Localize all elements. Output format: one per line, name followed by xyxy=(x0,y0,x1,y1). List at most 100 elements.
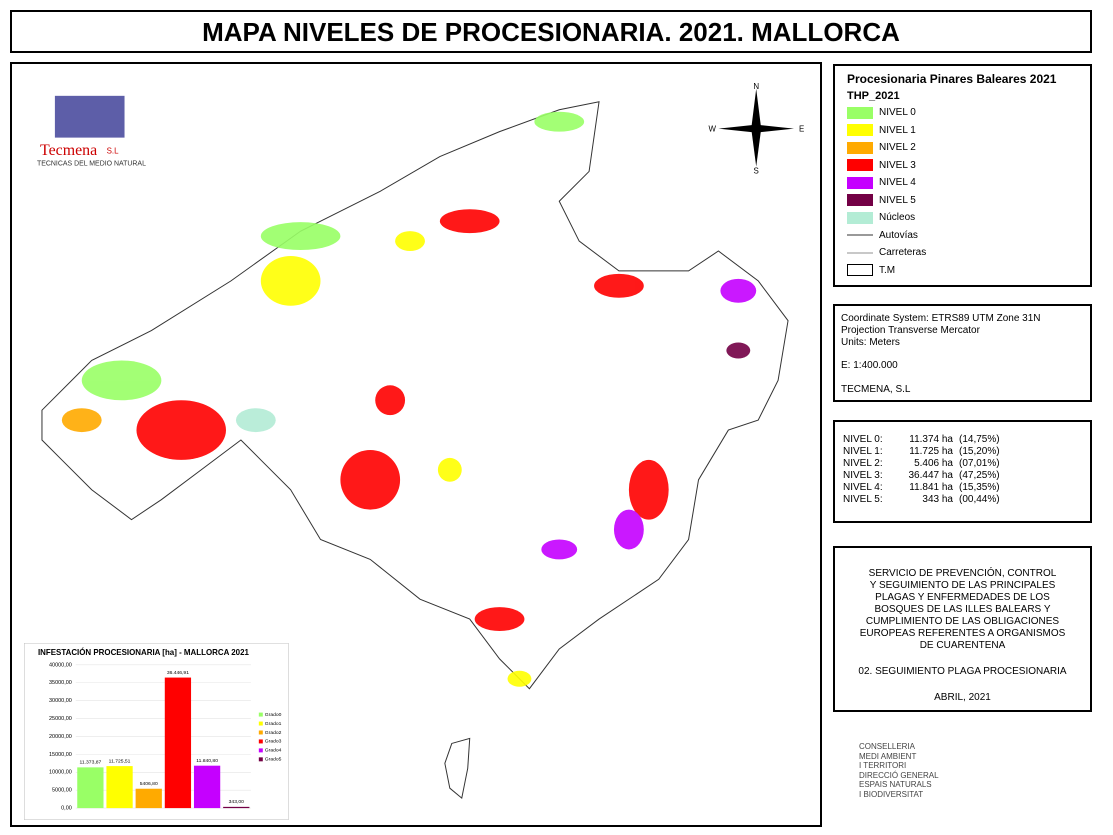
stat-row: NIVEL 3: 36.447 ha (47,25%) xyxy=(843,470,1082,482)
stat-level: NIVEL 3: xyxy=(843,470,883,481)
agency-line: DIRECCIÓ GENERAL xyxy=(859,770,939,780)
compass-s: S xyxy=(754,167,759,176)
legend-swatch xyxy=(847,176,873,189)
stat-area: 343 ha xyxy=(922,494,953,505)
stat-level: NIVEL 2: xyxy=(843,458,883,469)
stat-level: NIVEL 0: xyxy=(843,434,883,445)
stat-row: NIVEL 0: 11.374 ha (14,75%) xyxy=(843,434,1082,446)
info-line: E: 1:400.000 xyxy=(841,360,898,371)
legend-swatch xyxy=(258,748,263,753)
legend-swatch xyxy=(258,757,263,762)
island xyxy=(41,101,789,800)
legend-swatch xyxy=(847,124,873,137)
map-frame: Tecmena S.L TECNICAS DEL MEDIO NATURAL N… xyxy=(10,62,822,827)
cabrera-islet xyxy=(444,737,471,800)
stats-panel: NIVEL 0: 11.374 ha (14,75%) NIVEL 1: 11.725 … xyxy=(833,420,1092,523)
bar xyxy=(193,765,221,809)
logo-mark xyxy=(54,95,125,138)
service-date: ABRIL, 2021 xyxy=(934,692,991,703)
legend-item: NIVEL 3 xyxy=(847,157,1090,175)
value-label: 36.446,91 xyxy=(167,670,189,676)
legend-swatch xyxy=(847,234,873,237)
legend-swatch xyxy=(847,251,873,254)
y-tick-label: 30000,00 xyxy=(49,698,72,704)
compass-n: N xyxy=(753,82,759,91)
compass: N S E W xyxy=(708,82,804,176)
agency-logo: CONSELLERIA MEDI AMBIENT I TERRITORI DIRECC… xyxy=(845,742,939,799)
logo-suffix: S.L xyxy=(107,147,119,156)
agency-line: MEDI AMBIENT xyxy=(859,751,917,761)
stat-row: NIVEL 1: 11.725 ha (15,20%) xyxy=(843,446,1082,458)
legend-swatch xyxy=(847,106,873,119)
y-tick-label: 25000,00 xyxy=(49,716,72,722)
service-subtitle: 02. SEGUIMIENTO PLAGA PROCESIONARIA xyxy=(858,666,1067,677)
legend-label: Núcleos xyxy=(879,212,916,224)
service-line: SERVICIO DE PREVENCIÓN, CONTROL xyxy=(868,568,1057,579)
info-line: TECMENA, S.L xyxy=(841,384,911,395)
legend-label: Grado4 xyxy=(265,748,282,754)
stat-pct: (15,20%) xyxy=(959,446,1000,457)
legend-item: NIVEL 4 xyxy=(847,174,1090,192)
y-tick-label: 15000,00 xyxy=(49,752,72,758)
legend-label: NIVEL 4 xyxy=(879,177,916,189)
stat-level: NIVEL 5: xyxy=(843,494,883,505)
service-line: Y SEGUIMIENTO DE LAS PRINCIPALES xyxy=(869,580,1056,591)
bar xyxy=(77,767,104,809)
legend-label: Autovías xyxy=(879,229,918,241)
inset-chart: INFESTACIÓN PROCESIONARIA [ha] - MALLORC… xyxy=(24,642,289,821)
stat-area: 5.406 ha xyxy=(914,458,953,469)
legend-label: Grado1 xyxy=(265,721,282,727)
bar xyxy=(135,788,162,809)
infestation-patches xyxy=(61,111,757,687)
legend-label: Grado3 xyxy=(265,739,282,745)
legend-item: NIVEL 1 xyxy=(847,122,1090,140)
y-tick-label: 35000,00 xyxy=(49,680,72,686)
legend-item: T.M xyxy=(847,262,1090,280)
stat-pct: (47,25%) xyxy=(959,470,1000,481)
legend-label: Grado0 xyxy=(265,712,282,718)
y-tick-label: 5000,00 xyxy=(52,788,72,794)
info-line: Projection Transverse Mercator xyxy=(841,325,980,336)
legend-label: NIVEL 1 xyxy=(879,124,916,136)
legend-swatch xyxy=(847,264,873,277)
legend-label: NIVEL 3 xyxy=(879,159,916,171)
stat-pct: (14,75%) xyxy=(959,434,1000,445)
legend-items: NIVEL 0 NIVEL 1 NIVEL 2 NIVEL 3 NIVEL 4 NIVEL… xyxy=(835,104,1090,279)
legend-item: Núcleos xyxy=(847,209,1090,227)
logo-name: Tecmena xyxy=(40,142,97,159)
service-line: PLAGAS Y ENFERMEDADES DE LOS xyxy=(875,592,1050,603)
legend-label: NIVEL 5 xyxy=(879,194,916,206)
value-label: 343,00 xyxy=(229,799,244,805)
service-line: EUROPEAS REFERENTES A ORGANISMOS xyxy=(859,628,1066,639)
stat-pct: (07,01%) xyxy=(959,458,1000,469)
value-label: 11.373,87 xyxy=(80,760,102,766)
legend-swatch xyxy=(258,721,263,726)
legend-label: NIVEL 0 xyxy=(879,107,916,119)
stat-level: NIVEL 4: xyxy=(843,482,883,493)
stat-area: 11.841 ha xyxy=(909,482,953,493)
info-panel: Coordinate System: ETRS89 UTM Zone 31N Pr… xyxy=(833,304,1092,402)
y-tick-label: 20000,00 xyxy=(49,734,72,740)
logo: Tecmena S.L TECNICAS DEL MEDIO NATURAL xyxy=(37,95,146,167)
stat-row: NIVEL 2: 5.406 ha (07,01%) xyxy=(843,458,1082,470)
service-line: CUMPLIMIENTO DE LAS OBLIGACIONES xyxy=(865,616,1060,627)
chart-title: INFESTACIÓN PROCESIONARIA [ha] - MALLORC… xyxy=(38,648,250,657)
service-line: BOSQUES DE LAS ILLES BALEARS Y xyxy=(874,604,1051,615)
agency-line: I TERRITORI xyxy=(859,761,907,770)
value-label: 11.725,51 xyxy=(109,758,131,764)
legend-item: NIVEL 5 xyxy=(847,192,1090,210)
stat-pct: (00,44%) xyxy=(959,494,1000,505)
agency-line: I BIODIVERSITAT xyxy=(859,789,924,799)
agency-line: CONSELLERIA xyxy=(859,742,916,751)
legend-label: T.M xyxy=(879,264,896,276)
stat-row: NIVEL 4: 11.841 ha (15,35%) xyxy=(843,482,1082,494)
bar xyxy=(164,677,192,809)
y-tick-label: 10000,00 xyxy=(49,770,72,776)
legend-panel: Procesionaria Pinares Baleares 2021 THP_… xyxy=(833,64,1092,287)
legend-item: NIVEL 2 xyxy=(847,139,1090,157)
stat-area: 11.725 ha xyxy=(909,446,953,457)
legend-swatch xyxy=(847,211,873,224)
island-shape xyxy=(41,101,789,690)
stat-row: NIVEL 5: 343 ha (00,44%) xyxy=(843,494,1082,506)
